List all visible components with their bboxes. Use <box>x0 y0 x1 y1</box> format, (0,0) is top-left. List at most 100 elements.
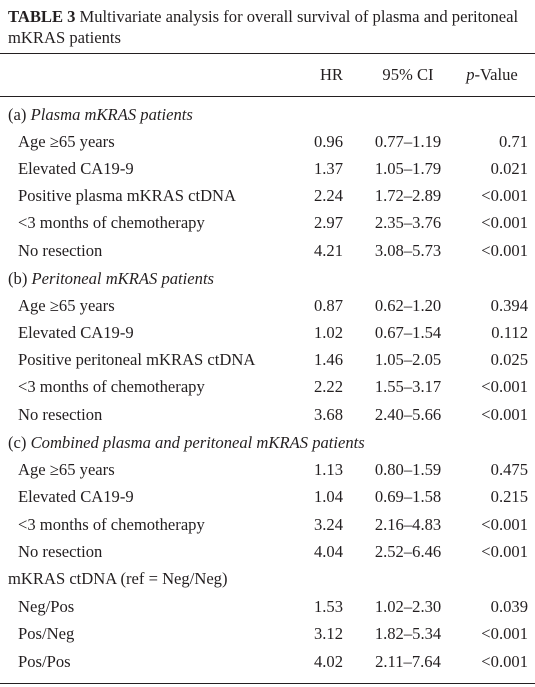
row-p: <0.001 <box>481 542 528 561</box>
table-header-rule <box>0 96 535 97</box>
table-caption: TABLE 3 Multivariate analysis for overall… <box>8 6 533 48</box>
row-ci: 1.72–2.89 <box>374 186 442 205</box>
section-heading: (b) Peritoneal mKRAS patients <box>0 265 535 292</box>
table-row: <3 months of chemotherapy 2.97 2.35–3.76… <box>0 209 535 236</box>
row-hr: 1.46 <box>313 350 343 369</box>
row-label: Neg/Pos <box>18 597 75 616</box>
row-label: Elevated CA19-9 <box>18 159 134 178</box>
table-bottom-rule <box>0 683 535 684</box>
table-row: <3 months of chemotherapy 2.22 1.55–3.17… <box>0 373 535 400</box>
row-p: 0.112 <box>491 323 528 342</box>
row-hr: 4.21 <box>313 241 343 260</box>
row-hr: 1.13 <box>313 460 343 479</box>
row-p: 0.025 <box>490 350 528 369</box>
row-ci: 2.16–4.83 <box>374 515 442 534</box>
table-row: No resection 3.68 2.40–5.66 <0.001 <box>0 401 535 428</box>
row-ci: 2.52–6.46 <box>374 542 442 561</box>
table-header-row: HR 95% CI p-Value <box>0 61 535 88</box>
table-row: Positive peritoneal mKRAS ctDNA 1.46 1.0… <box>0 346 535 373</box>
row-hr: 3.68 <box>313 405 343 424</box>
section-title: Combined plasma and peritoneal mKRAS pat… <box>30 433 365 452</box>
row-label: Positive plasma mKRAS ctDNA <box>18 186 237 205</box>
row-label: <3 months of chemotherapy <box>18 377 205 396</box>
section-title: Plasma mKRAS patients <box>30 105 193 124</box>
row-p: <0.001 <box>481 405 528 424</box>
row-p: <0.001 <box>481 241 528 260</box>
row-label: No resection <box>18 405 103 424</box>
row-hr: 4.02 <box>313 652 343 671</box>
table-row: Pos/Neg 3.12 1.82–5.34 <0.001 <box>0 620 535 647</box>
table-row: Neg/Pos 1.53 1.02–2.30 0.039 <box>0 593 535 620</box>
header-p-value: p-Value <box>456 61 528 88</box>
row-p: 0.215 <box>490 487 528 506</box>
row-label: <3 months of chemotherapy <box>18 515 205 534</box>
row-ci: 0.80–1.59 <box>374 460 442 479</box>
row-hr: 1.02 <box>313 323 343 342</box>
row-ci: 0.67–1.54 <box>374 323 442 342</box>
row-ci: 2.11–7.64 <box>375 652 441 671</box>
row-label: <3 months of chemotherapy <box>18 213 205 232</box>
row-hr: 4.04 <box>313 542 343 561</box>
row-label: Elevated CA19-9 <box>18 323 134 342</box>
row-ci: 0.62–1.20 <box>374 296 442 315</box>
row-hr: 3.24 <box>313 515 343 534</box>
table-caption-text: Multivariate analysis for overall surviv… <box>8 7 519 47</box>
table-row: Age ≥65 years 1.13 0.80–1.59 0.475 <box>0 456 535 483</box>
row-label: Positive peritoneal mKRAS ctDNA <box>18 350 256 369</box>
section-heading: (c) Combined plasma and peritoneal mKRAS… <box>0 429 535 456</box>
row-ci: 0.69–1.58 <box>374 487 442 506</box>
row-label: Age ≥65 years <box>18 132 115 151</box>
table-row: Positive plasma mKRAS ctDNA 2.24 1.72–2.… <box>0 182 535 209</box>
row-p: 0.021 <box>490 159 528 178</box>
row-label: Elevated CA19-9 <box>18 487 134 506</box>
row-label: Age ≥65 years <box>18 296 115 315</box>
row-p: <0.001 <box>481 624 528 643</box>
table-row: Elevated CA19-9 1.04 0.69–1.58 0.215 <box>0 483 535 510</box>
row-hr: 0.96 <box>313 132 343 151</box>
table-row: Age ≥65 years 0.87 0.62–1.20 0.394 <box>0 292 535 319</box>
row-hr: 3.12 <box>313 624 343 643</box>
table-row: Elevated CA19-9 1.37 1.05–1.79 0.021 <box>0 155 535 182</box>
row-ci: 2.35–3.76 <box>374 213 442 232</box>
header-hr: HR <box>319 65 343 84</box>
subgroup-heading: mKRAS ctDNA (ref = Neg/Neg) <box>0 565 535 592</box>
row-ci: 0.77–1.19 <box>374 132 442 151</box>
row-p: 0.394 <box>490 296 528 315</box>
table-row: <3 months of chemotherapy 3.24 2.16–4.83… <box>0 511 535 538</box>
row-ci: 1.05–1.79 <box>374 159 442 178</box>
table-row: Pos/Pos 4.02 2.11–7.64 <0.001 <box>0 648 535 675</box>
header-p-rest: -Value <box>474 65 518 84</box>
section-heading: (a) Plasma mKRAS patients <box>0 101 535 128</box>
row-hr: 2.24 <box>313 186 343 205</box>
row-p: <0.001 <box>481 377 528 396</box>
row-hr: 1.53 <box>313 597 343 616</box>
row-label: No resection <box>18 241 103 260</box>
row-ci: 2.40–5.66 <box>374 405 442 424</box>
row-hr: 2.22 <box>313 377 343 396</box>
row-hr: 2.97 <box>313 213 343 232</box>
row-label: No resection <box>18 542 103 561</box>
row-ci: 3.08–5.73 <box>374 241 442 260</box>
table-row: No resection 4.21 3.08–5.73 <0.001 <box>0 237 535 264</box>
row-p: 0.475 <box>490 460 528 479</box>
table-top-rule <box>0 53 535 54</box>
row-p: 0.039 <box>490 597 528 616</box>
header-p-italic: p <box>466 65 475 84</box>
row-ci: 1.55–3.17 <box>374 377 442 396</box>
row-ci: 1.02–2.30 <box>374 597 442 616</box>
section-prefix: (a) <box>8 105 31 124</box>
section-prefix: (b) <box>8 269 32 288</box>
row-ci: 1.82–5.34 <box>374 624 442 643</box>
row-hr: 0.87 <box>313 296 343 315</box>
row-hr: 1.37 <box>313 159 343 178</box>
subgroup-title: mKRAS ctDNA (ref = Neg/Neg) <box>8 569 228 588</box>
row-hr: 1.04 <box>313 487 343 506</box>
table-row: Elevated CA19-9 1.02 0.67–1.54 0.112 <box>0 319 535 346</box>
row-p: <0.001 <box>481 186 528 205</box>
table-row: No resection 4.04 2.52–6.46 <0.001 <box>0 538 535 565</box>
row-label: Age ≥65 years <box>18 460 115 479</box>
row-p: <0.001 <box>481 652 528 671</box>
table-caption-label: TABLE 3 <box>8 7 76 26</box>
row-p: 0.71 <box>498 132 528 151</box>
row-p: <0.001 <box>481 515 528 534</box>
